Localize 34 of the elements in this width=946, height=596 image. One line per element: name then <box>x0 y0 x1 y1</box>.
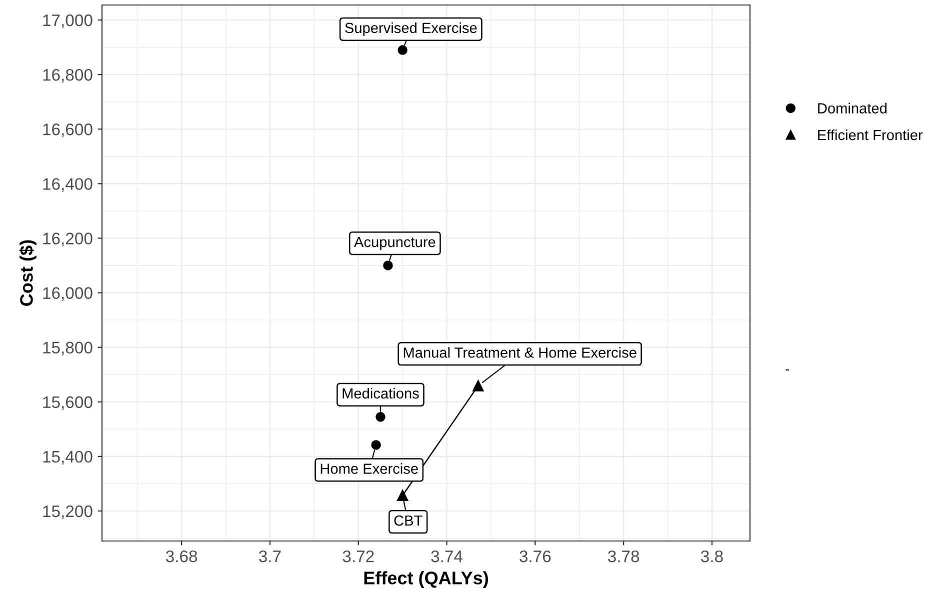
point <box>371 440 381 450</box>
y-tick-label: 15,200 <box>43 505 92 520</box>
point <box>383 260 393 270</box>
annotation: CBT <box>394 515 422 526</box>
y-tick-label: 16,800 <box>43 68 92 83</box>
annotation: Manual Treatment & Home Exercise <box>404 347 636 358</box>
y-tick-label: 16,400 <box>43 178 92 192</box>
point <box>398 45 408 55</box>
x-tick-label: 3.74 <box>431 550 463 562</box>
x-axis-title: Effect (QALYs) <box>364 571 488 588</box>
y-tick-label: 15,600 <box>43 396 92 410</box>
legend-label: Efficient Frontier <box>818 129 923 140</box>
annotation: Medications <box>342 388 419 399</box>
y-tick-label: 15,800 <box>43 342 92 356</box>
text: - <box>786 369 790 370</box>
y-tick-label: 16,200 <box>43 232 92 246</box>
annotation: Home Exercise <box>320 463 418 474</box>
point <box>472 380 484 392</box>
y-tick-label: 15,400 <box>43 450 92 465</box>
x-tick-label: 3.7 <box>259 550 281 562</box>
y-tick-label: 17,000 <box>43 14 92 28</box>
x-tick-label: 3.68 <box>166 550 198 562</box>
x-tick-label: 3.72 <box>342 550 374 562</box>
x-tick-label: 3.8 <box>701 550 723 562</box>
x-tick-label: 3.78 <box>608 550 640 562</box>
annotation: Acupuncture <box>354 237 436 250</box>
y-tick-label: 16,000 <box>43 287 92 301</box>
legend-label: Dominated <box>818 102 887 114</box>
y-tick-label: 16,600 <box>43 124 92 138</box>
y-axis-title: Cost ($) <box>19 240 36 306</box>
point <box>376 412 386 422</box>
annotation: Supervised Exercise <box>345 22 477 36</box>
x-tick-label: 3.76 <box>520 550 551 562</box>
point <box>397 490 408 502</box>
